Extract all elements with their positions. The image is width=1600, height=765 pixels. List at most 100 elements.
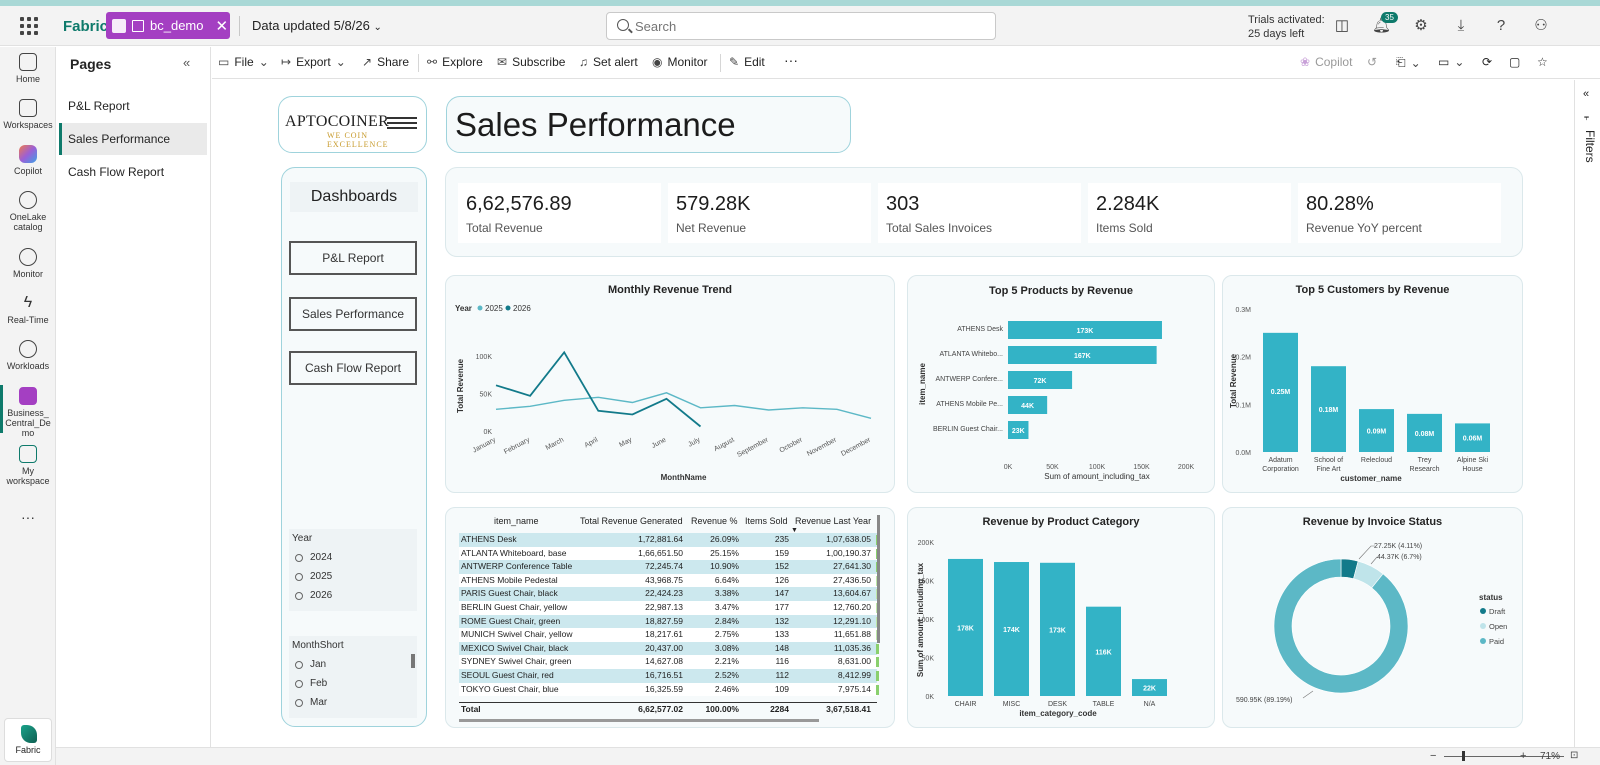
col-header[interactable]: item_name <box>494 516 539 526</box>
rail-copilot[interactable]: Copilot <box>0 145 56 176</box>
y-tick-label: BERLIN Guest Chair... <box>933 426 1003 433</box>
filters-pane-collapsed[interactable]: « ⫧ Filters <box>1574 80 1600 747</box>
table-row[interactable]: ROME Guest Chair, green 18,827.59 2.84% 132… <box>459 614 879 629</box>
rail-workspaces[interactable]: Workspaces <box>0 99 56 130</box>
search-input[interactable] <box>635 17 975 35</box>
copilot-icon <box>19 145 37 163</box>
rail-realtime[interactable]: ϟ Real-Time <box>0 294 56 325</box>
workspace-name: bc_demo <box>150 18 204 33</box>
table-vertical-scrollbar[interactable] <box>877 515 880 643</box>
table-row[interactable]: MEXICO Swivel Chair, black 20,437.00 3.08%… <box>459 641 879 656</box>
col-header[interactable]: Items Sold <box>745 516 788 526</box>
brand-name[interactable]: Fabric <box>63 18 109 35</box>
rail-my-workspace[interactable]: My workspace <box>0 445 56 486</box>
page-item-cash-flow[interactable]: Cash Flow Report <box>68 165 165 179</box>
table-row[interactable]: ATHENS Desk 1,72,881.64 26.09% 235 1,07,638.… <box>459 533 879 547</box>
slicer-scrollbar[interactable] <box>411 654 415 668</box>
year-option-2026[interactable]: 2026 <box>289 586 417 605</box>
rail-workloads[interactable]: Workloads <box>0 340 56 371</box>
monitor-button[interactable]: ◉ Monitor <box>652 55 708 69</box>
trial-status[interactable]: Trials activated: 25 days left <box>1248 13 1325 41</box>
top-customers-panel[interactable]: Top 5 Customers by Revenue 0.0M 0.1M 0.2M 0… <box>1222 275 1523 493</box>
favorite-star-icon[interactable]: ☆ <box>1537 55 1548 69</box>
x-tick-label: July <box>687 436 702 448</box>
table-row[interactable]: SEOUL Guest Chair, red 16,716.51 2.52% 112 8… <box>459 669 879 683</box>
table-horizontal-scrollbar[interactable] <box>459 719 819 722</box>
report-title-box: Sales Performance <box>446 96 851 153</box>
refresh-icon[interactable]: ⟳ <box>1482 55 1493 69</box>
data-updated-dropdown[interactable]: Data updated 5/8/26 ⌄ <box>252 18 382 33</box>
product-category-panel[interactable]: Revenue by Product Category 0K 50K 100K 150… <box>907 507 1215 728</box>
fabric-switcher[interactable]: Fabric <box>4 718 52 762</box>
cell: 14,627.08 <box>645 656 683 667</box>
edit-button[interactable]: ✎ Edit <box>729 55 765 69</box>
month-option-feb[interactable]: Feb <box>289 674 417 693</box>
month-option-jan[interactable]: Jan <box>289 655 417 674</box>
rail-business-central[interactable]: Business_Central_Demo <box>0 387 56 438</box>
more-options-icon[interactable]: ··· <box>784 52 798 68</box>
month-option-mar[interactable]: Mar <box>289 693 417 712</box>
y-tick-label: ANTWERP Confere... <box>935 376 1003 383</box>
rail-home[interactable]: Home <box>0 53 56 84</box>
more-icon[interactable]: ··· <box>21 509 35 525</box>
export-menu[interactable]: ↦ Export ⌄ <box>281 55 346 69</box>
table-row[interactable]: MUNICH Swivel Chair, yellow 18,217.61 2.75… <box>459 628 879 642</box>
view-icon[interactable]: ▭ ⌄ <box>1438 55 1465 69</box>
download-icon[interactable]: ⤓ <box>1457 17 1465 34</box>
y-tick-label: ATHENS Desk <box>957 326 1003 333</box>
nav-cash-flow-button[interactable]: Cash Flow Report <box>289 351 417 385</box>
zoom-slider[interactable] <box>1444 756 1564 757</box>
panel-toggle-icon[interactable]: ◫ <box>1334 17 1350 34</box>
subscribe-button[interactable]: ✉ Subscribe <box>497 55 565 69</box>
expand-filters-icon[interactable]: « <box>1583 88 1590 100</box>
fit-page-icon[interactable]: ⊡ <box>1570 750 1579 761</box>
share-people-icon[interactable]: ⚇ <box>1534 17 1548 34</box>
col-header[interactable]: Total Revenue Generated <box>580 516 683 526</box>
table-row[interactable]: ATHENS Mobile Pedestal 43,968.75 6.64% 126 2… <box>459 573 879 588</box>
col-header[interactable]: Revenue % <box>691 516 738 526</box>
file-menu[interactable]: ▭ File ⌄ <box>218 55 269 69</box>
app-launcher-icon[interactable] <box>20 17 38 35</box>
collapse-pane-icon[interactable]: « <box>183 55 191 70</box>
col-header[interactable]: Revenue Last Year <box>795 516 872 526</box>
table-row[interactable]: ATLANTA Whiteboard, base 1,66,651.50 25.15… <box>459 546 879 561</box>
monthly-revenue-panel[interactable]: Monthly Revenue Trend Year 2025 2026 0K 50K 1… <box>445 275 895 493</box>
explore-button[interactable]: ⚯ Explore <box>427 55 483 69</box>
comment-icon[interactable]: ▢ <box>1509 55 1521 69</box>
copilot-button[interactable]: ❀ Copilot <box>1300 55 1352 69</box>
year-option-2024[interactable]: 2024 <box>289 548 417 567</box>
help-icon[interactable]: ? <box>1496 17 1506 34</box>
bar <box>1008 321 1162 339</box>
home-icon <box>19 53 37 71</box>
close-icon[interactable]: ✕ <box>215 17 229 35</box>
zoom-slider-thumb[interactable] <box>1462 751 1465 761</box>
nav-pl-report-button[interactable]: P&L Report <box>289 241 417 275</box>
page-item-pl-report[interactable]: P&L Report <box>68 99 130 113</box>
zoom-in-icon[interactable]: + <box>1520 750 1527 762</box>
undo-icon[interactable]: ↺ <box>1367 55 1378 69</box>
cell: 72,245.74 <box>645 561 683 572</box>
x-tick-label: August <box>713 437 736 453</box>
table-row[interactable]: PARIS Guest Chair, black 22,424.23 3.38% 14… <box>459 587 879 601</box>
nav-sales-performance-button[interactable]: Sales Performance <box>289 297 417 331</box>
page-item-sales-performance[interactable]: Sales Performance <box>59 123 207 155</box>
gear-icon[interactable]: ⚙ <box>1414 17 1428 34</box>
table-row[interactable]: TOKYO Guest Chair, blue 16,325.59 2.46% 109… <box>459 682 879 697</box>
table-row[interactable]: SYDNEY Swivel Chair, green 14,627.08 2.21%… <box>459 655 879 669</box>
top-products-panel[interactable]: Top 5 Products by Revenue ATHENS Desk 173… <box>907 275 1215 493</box>
rail-monitor[interactable]: Monitor <box>0 248 56 279</box>
rail-onelake[interactable]: OneLake catalog <box>0 191 56 232</box>
share-button[interactable]: ↗ Share <box>362 55 409 69</box>
table-row[interactable]: ANTWERP Conference Table 72,245.74 10.90% 1… <box>459 560 879 574</box>
cell: 8,412.99 <box>837 670 871 680</box>
search-box[interactable] <box>606 12 996 40</box>
set-alert-button[interactable]: ♫ Set alert <box>579 55 638 69</box>
data-label: 0.18M <box>1319 407 1339 414</box>
bookmark-icon[interactable]: ⎗ ⌄ <box>1396 55 1421 70</box>
invoice-status-panel[interactable]: Revenue by Invoice Status 27.25K (4.11%)… <box>1222 507 1523 728</box>
workspace-pill[interactable]: bc_demo ✕ <box>106 12 230 39</box>
year-option-2025[interactable]: 2025 <box>289 567 417 586</box>
zoom-out-icon[interactable]: − <box>1430 750 1437 762</box>
x-tick-label: Alpine Ski <box>1457 457 1489 464</box>
table-row[interactable]: BERLIN Guest Chair, yellow 22,987.13 3.47%… <box>459 601 879 615</box>
